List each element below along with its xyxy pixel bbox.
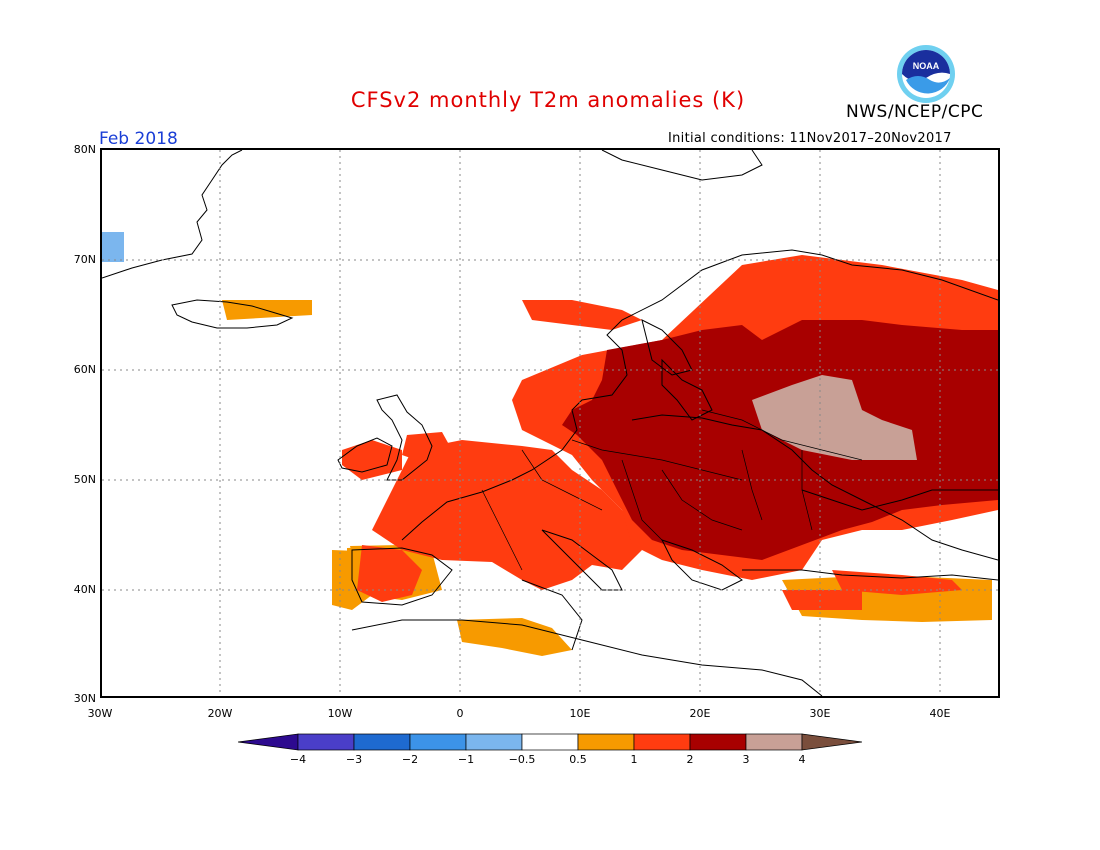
colorbar-swatch-below-m4 — [238, 733, 299, 751]
lon-label-10w: 10W — [327, 707, 353, 720]
map-title: CFSv2 monthly T2m anomalies (K) — [350, 88, 746, 112]
lon-label-10e: 10E — [569, 707, 591, 720]
noaa-logo-icon: NOAA — [897, 45, 955, 103]
colorbar-label-m4: −4 — [289, 753, 307, 766]
colorbar-label-2: 2 — [686, 753, 694, 766]
colorbar-swatch-m2-m1 — [409, 733, 467, 751]
colorbar-label-m05: −0.5 — [508, 753, 536, 766]
colorbar-label-m1: −1 — [457, 753, 475, 766]
lat-label-70n: 70N — [73, 253, 96, 266]
lat-label-40n: 40N — [73, 583, 96, 596]
colorbar-label-1: 1 — [630, 753, 638, 766]
lat-label-30n: 30N — [73, 692, 96, 705]
colorbar — [238, 733, 862, 751]
lat-label-80n: 80N — [73, 143, 96, 156]
anomaly-layer-rose — [752, 375, 917, 460]
lon-label-30e: 30E — [809, 707, 831, 720]
anomaly-layer-dark-red — [562, 320, 998, 560]
colorbar-swatch-05-1 — [577, 733, 635, 751]
colorbar-label-m2: −2 — [401, 753, 419, 766]
lat-label-50n: 50N — [73, 473, 96, 486]
lon-label-20w: 20W — [207, 707, 233, 720]
valid-month-label: Feb 2018 — [99, 129, 178, 149]
lon-label-30w: 30W — [87, 707, 113, 720]
borders — [481, 409, 863, 571]
graticule — [102, 150, 998, 696]
colorbar-label-3: 3 — [742, 753, 750, 766]
map-canvas — [102, 150, 998, 696]
anomaly-map — [100, 148, 1000, 698]
colorbar-swatch-2-3 — [689, 733, 747, 751]
lat-label-60n: 60N — [73, 363, 96, 376]
colorbar-swatch-m4-m3 — [297, 733, 355, 751]
colorbar-swatch-3-4 — [745, 733, 803, 751]
colorbar-swatch-m3-m2 — [353, 733, 411, 751]
lon-label-20e: 20E — [689, 707, 711, 720]
colorbar-label-4: 4 — [798, 753, 806, 766]
coastlines — [102, 150, 998, 696]
colorbar-swatch-above-4 — [801, 733, 862, 751]
lon-label-40e: 40E — [929, 707, 951, 720]
colorbar-swatch-m1-m05 — [465, 733, 523, 751]
colorbar-swatch-neutral — [521, 733, 579, 751]
anomaly-layer-light-blue — [102, 232, 124, 262]
colorbar-label-m3: −3 — [345, 753, 363, 766]
lon-label-0: 0 — [456, 707, 464, 720]
svg-text:NOAA: NOAA — [913, 61, 940, 71]
colorbar-label-05: 0.5 — [569, 753, 587, 766]
initial-conditions-label: Initial conditions: 11Nov2017–20Nov2017 — [668, 131, 952, 146]
colorbar-swatch-1-2 — [633, 733, 691, 751]
agency-label: NWS/NCEP/CPC — [846, 102, 984, 122]
